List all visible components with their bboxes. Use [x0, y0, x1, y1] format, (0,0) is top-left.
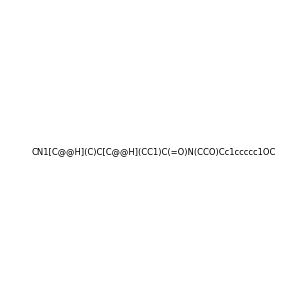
Text: CN1[C@@H](C)C[C@@H](CC1)C(=O)N(CCO)Cc1ccccc1OC: CN1[C@@H](C)C[C@@H](CC1)C(=O)N(CCO)Cc1cc… — [32, 147, 276, 156]
